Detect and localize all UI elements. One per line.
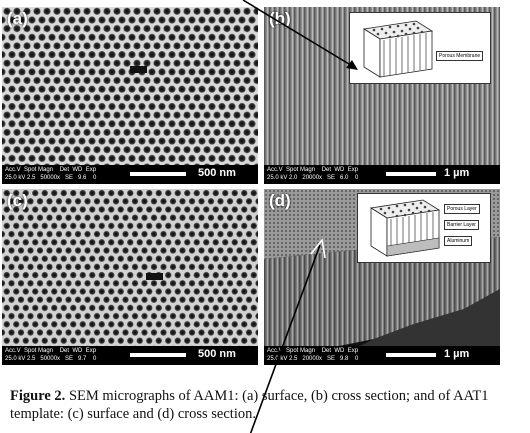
porous-surface-image xyxy=(2,7,258,184)
inset-layer-label: Barrier Layer xyxy=(444,220,479,230)
sem-info-bar: Acc.V Spot Magn Det WD Exp 25.0 kV 2.5 5… xyxy=(2,165,258,184)
figure-number: Figure 2. xyxy=(10,388,66,404)
template-sketch xyxy=(369,199,441,257)
sem-info-bar: Acc.V Spot Magn Det WD Exp 25.0 kV 2.0 2… xyxy=(264,165,500,184)
caption-text: SEM micrographs of AAM1: (a) surface, (b… xyxy=(10,388,489,422)
sem-info-bar: Acc.V Spot Magn Det WD Exp 25.0 kV 2.5 2… xyxy=(264,346,500,365)
scale-label: 1 µm xyxy=(444,348,470,360)
scale-bar xyxy=(386,353,436,357)
inset-layer-label: Porous Layer xyxy=(444,204,480,214)
sem-metadata: Acc.V Spot Magn Det WD Exp 25.0 kV 2.0 2… xyxy=(267,167,359,181)
scale-label: 500 nm xyxy=(198,167,236,179)
sem-info-bar: Acc.V Spot Magn Det WD Exp 25.0 kV 2.5 5… xyxy=(2,346,258,365)
inset-layer-label: Aluminum xyxy=(444,236,473,246)
sem-metadata: Acc.V Spot Magn Det WD Exp 25.0 kV 2.5 2… xyxy=(267,348,359,362)
scale-label: 500 nm xyxy=(198,348,236,360)
panel-d-cross-section: (d) Porous Layer Barrier Layer Aluminum … xyxy=(264,189,500,365)
scale-bar xyxy=(130,172,186,176)
scale-bar xyxy=(130,353,186,357)
template-inset-diagram: Porous Layer Barrier Layer Aluminum xyxy=(357,193,491,263)
porous-surface-image xyxy=(2,189,258,365)
panel-label: (c) xyxy=(7,191,28,210)
panel-label: (a) xyxy=(7,9,28,28)
figure-caption: Figure 2. SEM micrographs of AAM1: (a) s… xyxy=(10,387,525,423)
panel-label: (d) xyxy=(269,191,291,210)
panel-a-surface: (a) Acc.V Spot Magn Det WD Exp 25.0 kV 2… xyxy=(2,7,258,184)
membrane-sketch xyxy=(362,20,434,78)
scale-bar xyxy=(386,172,436,176)
panel-label: (b) xyxy=(269,9,291,28)
membrane-inset-diagram: Porous Membrane xyxy=(349,12,491,84)
sem-metadata: Acc.V Spot Magn Det WD Exp 25.0 kV 2.5 5… xyxy=(5,348,97,362)
scale-label: 1 µm xyxy=(444,167,470,179)
inset-layer-label: Porous Membrane xyxy=(436,51,484,61)
panel-c-surface: (c) Acc.V Spot Magn Det WD Exp 25.0 kV 2… xyxy=(2,189,258,365)
sem-metadata: Acc.V Spot Magn Det WD Exp 25.0 kV 2.5 5… xyxy=(5,167,97,181)
panel-b-cross-section: (b) Porous Membrane Acc.V Spot Magn Det … xyxy=(264,7,500,184)
